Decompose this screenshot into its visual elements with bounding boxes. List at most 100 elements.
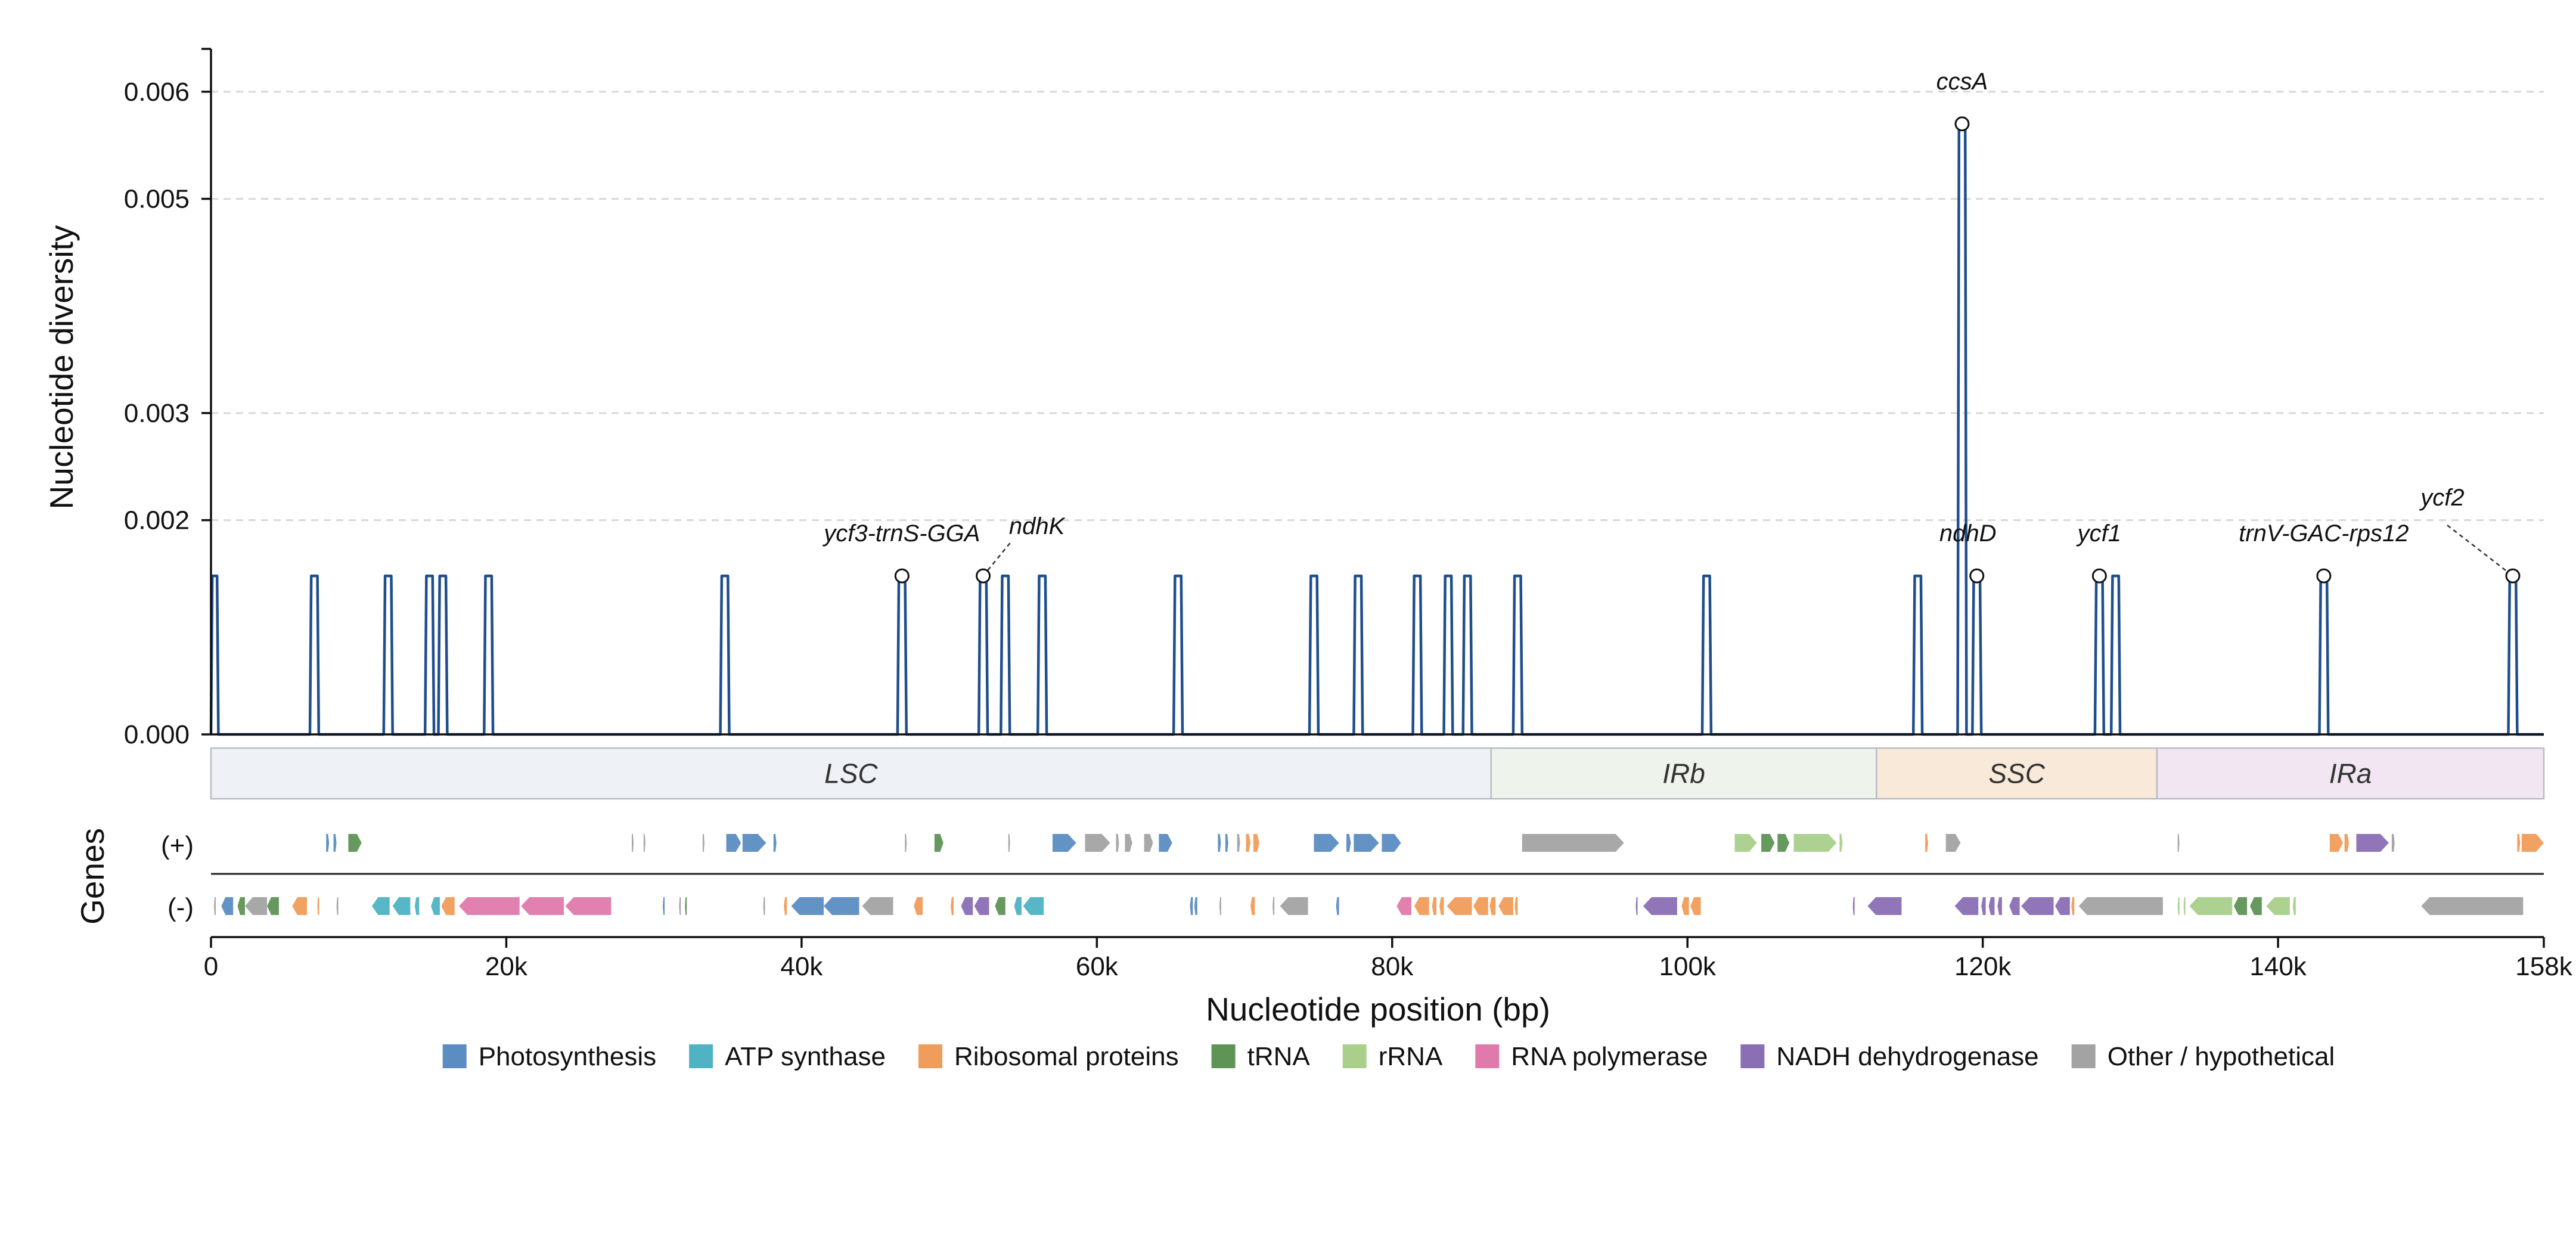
gene-plus xyxy=(326,834,330,852)
gene-minus xyxy=(1867,897,1902,915)
gene-plus xyxy=(1346,834,1351,852)
gene-minus xyxy=(961,897,973,915)
gene-plus xyxy=(632,834,634,852)
peak-marker xyxy=(2505,568,2521,584)
gene-minus xyxy=(2189,897,2233,915)
gene-minus xyxy=(1414,897,1429,915)
region-irb xyxy=(1490,747,1877,800)
gene-plus xyxy=(1116,834,1119,852)
y-tick-label: 0.002 xyxy=(124,506,190,535)
gene-plus xyxy=(1777,834,1790,852)
gene-minus xyxy=(1489,897,1496,915)
region-label-ssc: SSC xyxy=(1988,758,2045,789)
gene-minus xyxy=(392,897,411,915)
peak-marker xyxy=(1969,568,1985,584)
legend-swatch-rrna xyxy=(1342,1044,1367,1068)
peak-marker xyxy=(1954,116,1970,132)
gene-minus xyxy=(862,897,893,915)
gene-plus xyxy=(1522,834,1624,852)
gene-minus xyxy=(951,897,954,915)
gene-minus xyxy=(1014,897,1022,915)
gene-plus xyxy=(1354,834,1379,852)
gene-minus xyxy=(1447,897,1472,915)
gene-minus xyxy=(1954,897,1979,915)
gene-minus xyxy=(521,897,564,915)
peak-label: ndhD xyxy=(1939,520,1997,547)
peak-label: trnV-GAC-rps12 xyxy=(2239,520,2409,547)
x-tick-label: 60k xyxy=(1076,952,1119,981)
legend-swatch-other xyxy=(2071,1044,2096,1068)
legend-label-nadh: NADH dehydrogenase xyxy=(1776,1042,2038,1071)
x-axis-title: Nucleotide position (bp) xyxy=(1206,991,1550,1028)
annotation-leader xyxy=(2447,525,2513,577)
gene-minus xyxy=(1432,897,1437,915)
gene-minus xyxy=(1194,897,1197,915)
gene-minus xyxy=(2421,897,2524,915)
peak-marker xyxy=(976,568,991,584)
region-bar: LSC IRb SSC IRa xyxy=(210,747,2545,800)
legend-item-atp: ATP synthase xyxy=(689,1042,886,1071)
plus-strand-label: (+) xyxy=(161,831,194,860)
legend-item-nadh: NADH dehydrogenase xyxy=(1740,1042,2039,1071)
gene-minus xyxy=(565,897,612,915)
gene-minus xyxy=(1997,897,2002,915)
gene-minus xyxy=(1635,897,1638,915)
legend-label-atp: ATP synthase xyxy=(725,1042,886,1071)
gene-plus xyxy=(1237,834,1240,852)
gene-plus xyxy=(1246,834,1250,852)
legend-label-photo: Photosynthesis xyxy=(479,1042,656,1071)
gene-minus xyxy=(431,897,440,915)
gene-minus xyxy=(791,897,824,915)
gene-minus xyxy=(824,897,859,915)
gene-plus xyxy=(643,834,645,852)
peak-label: ycf2 xyxy=(2419,485,2464,511)
peak-marker xyxy=(894,568,910,584)
legend-label-other: Other / hypothetical xyxy=(2108,1042,2335,1071)
gene-minus xyxy=(995,897,1005,915)
gene-plus xyxy=(1761,834,1775,852)
gene-plus xyxy=(1382,834,1401,852)
peak-label: ccsA xyxy=(1936,69,1988,95)
legend-swatch-trna xyxy=(1211,1044,1236,1068)
legend-item-other: Other / hypothetical xyxy=(2071,1042,2335,1071)
legend-item-photo: Photosynthesis xyxy=(442,1042,656,1071)
region-ssc xyxy=(1876,747,2158,800)
axes: 0.000 0.002 0.003 0.005 0.006 0 20k 40k 60k 80k 10… xyxy=(124,48,2573,981)
gene-minus xyxy=(2292,897,2296,915)
gene-minus xyxy=(292,897,308,915)
gene-plus xyxy=(348,834,362,852)
gene-minus xyxy=(1396,897,1411,915)
legend-item-trna: tRNA xyxy=(1211,1042,1310,1071)
y-axis-title: Nucleotide diversity xyxy=(43,225,80,509)
gene-minus xyxy=(784,897,787,915)
legend-item-ribo: Ribosomal proteins xyxy=(918,1042,1179,1071)
gene-plus xyxy=(1925,834,1929,852)
gene-plus xyxy=(742,834,766,852)
gene-minus xyxy=(336,897,339,915)
gene-plus xyxy=(773,834,777,852)
gene-minus xyxy=(237,897,245,915)
gene-minus xyxy=(974,897,989,915)
legend-label-rnapol: RNA polymerase xyxy=(1511,1042,1708,1071)
gene-track-title: Genes xyxy=(74,828,111,925)
gene-plus xyxy=(1314,834,1339,852)
gene-minus xyxy=(1190,897,1193,915)
legend-swatch-ribo xyxy=(918,1044,942,1068)
legend-item-rnapol: RNA polymerase xyxy=(1475,1042,1708,1071)
x-tick-label: 80k xyxy=(1371,952,1414,981)
legend-swatch-atp xyxy=(689,1044,713,1068)
x-tick-label: 140k xyxy=(2249,952,2307,981)
gene-plus xyxy=(934,834,944,852)
peak-marker xyxy=(2091,568,2107,584)
region-lsc xyxy=(210,747,1492,800)
gene-plus xyxy=(2521,834,2544,852)
minus-strand-label: (-) xyxy=(167,893,194,922)
x-tick-label: 0 xyxy=(204,952,218,981)
gene-plus xyxy=(1225,834,1228,852)
x-tick-label: 20k xyxy=(485,952,528,981)
region-label-ira: IRa xyxy=(2329,758,2372,789)
peak-label: ycf1 xyxy=(2076,520,2121,547)
diversity-line xyxy=(209,122,2544,736)
gene-minus xyxy=(1643,897,1677,915)
legend-swatch-photo xyxy=(442,1044,467,1068)
